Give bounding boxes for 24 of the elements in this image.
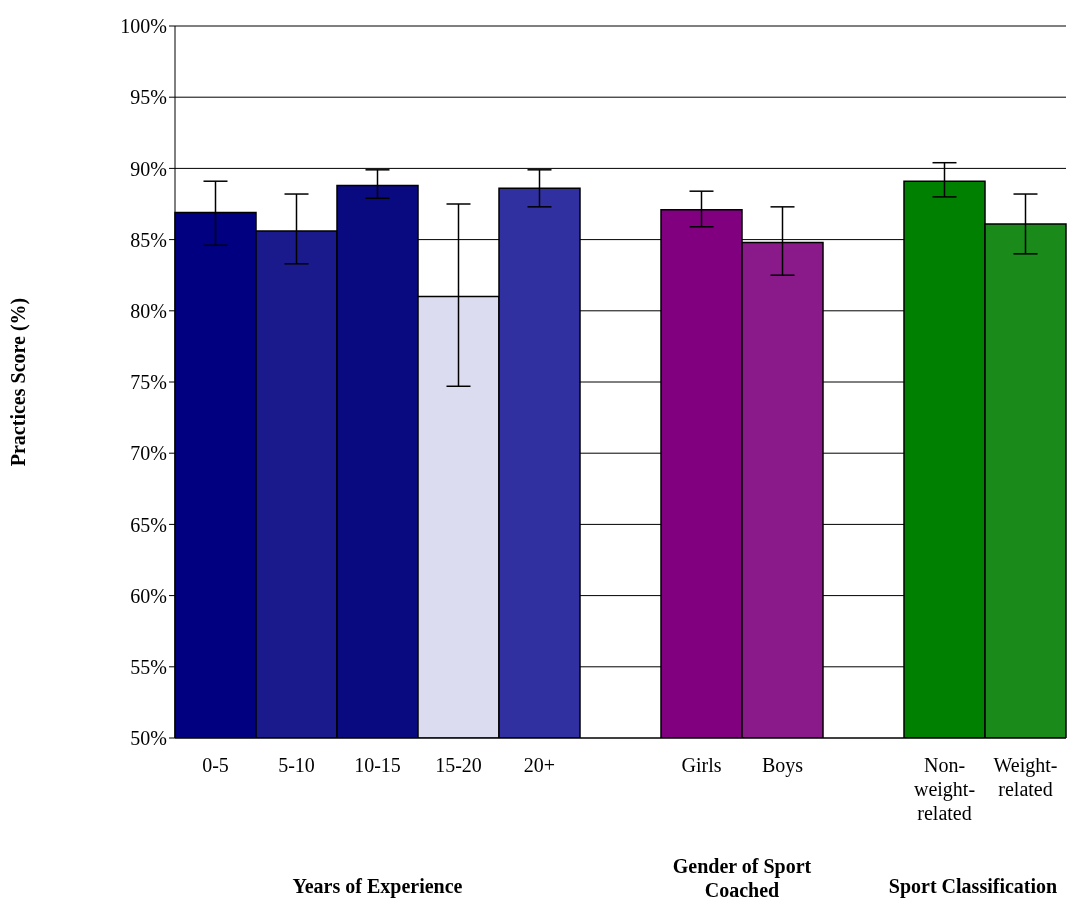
y-tick-label: 60% <box>130 584 167 607</box>
x-tick-label: Boys <box>761 754 804 777</box>
x-tick-label: 0-5 <box>202 754 229 776</box>
y-tick-label: 100% <box>120 15 167 38</box>
y-axis-title: Practices Score (%) <box>7 297 31 467</box>
x-tick-label: 10-15 <box>354 754 401 776</box>
x-tick-label: Non-weight-related <box>913 754 976 824</box>
y-tick-label: 95% <box>130 86 167 109</box>
x-tick-label: Girls <box>681 754 722 776</box>
x-tick-label: 20+ <box>523 754 556 776</box>
x-tick-label: Weight-related <box>993 754 1058 800</box>
text: Years of Experience <box>291 874 464 898</box>
y-tick-label: 75% <box>130 371 167 394</box>
y-tick-label: 50% <box>130 727 167 750</box>
y-tick-label: 85% <box>130 228 167 251</box>
x-tick-label: 15-20 <box>435 754 482 776</box>
text: Sport Classification <box>887 874 1059 898</box>
text: Gender of Sport Coached <box>671 854 813 902</box>
y-tick-label: 65% <box>130 513 167 536</box>
y-tick-label: 90% <box>130 157 167 180</box>
y-tick-label: 55% <box>130 655 167 678</box>
x-tick-label: 5-10 <box>278 754 315 776</box>
y-tick-label: 70% <box>130 442 167 465</box>
y-tick-label: 80% <box>130 299 167 322</box>
